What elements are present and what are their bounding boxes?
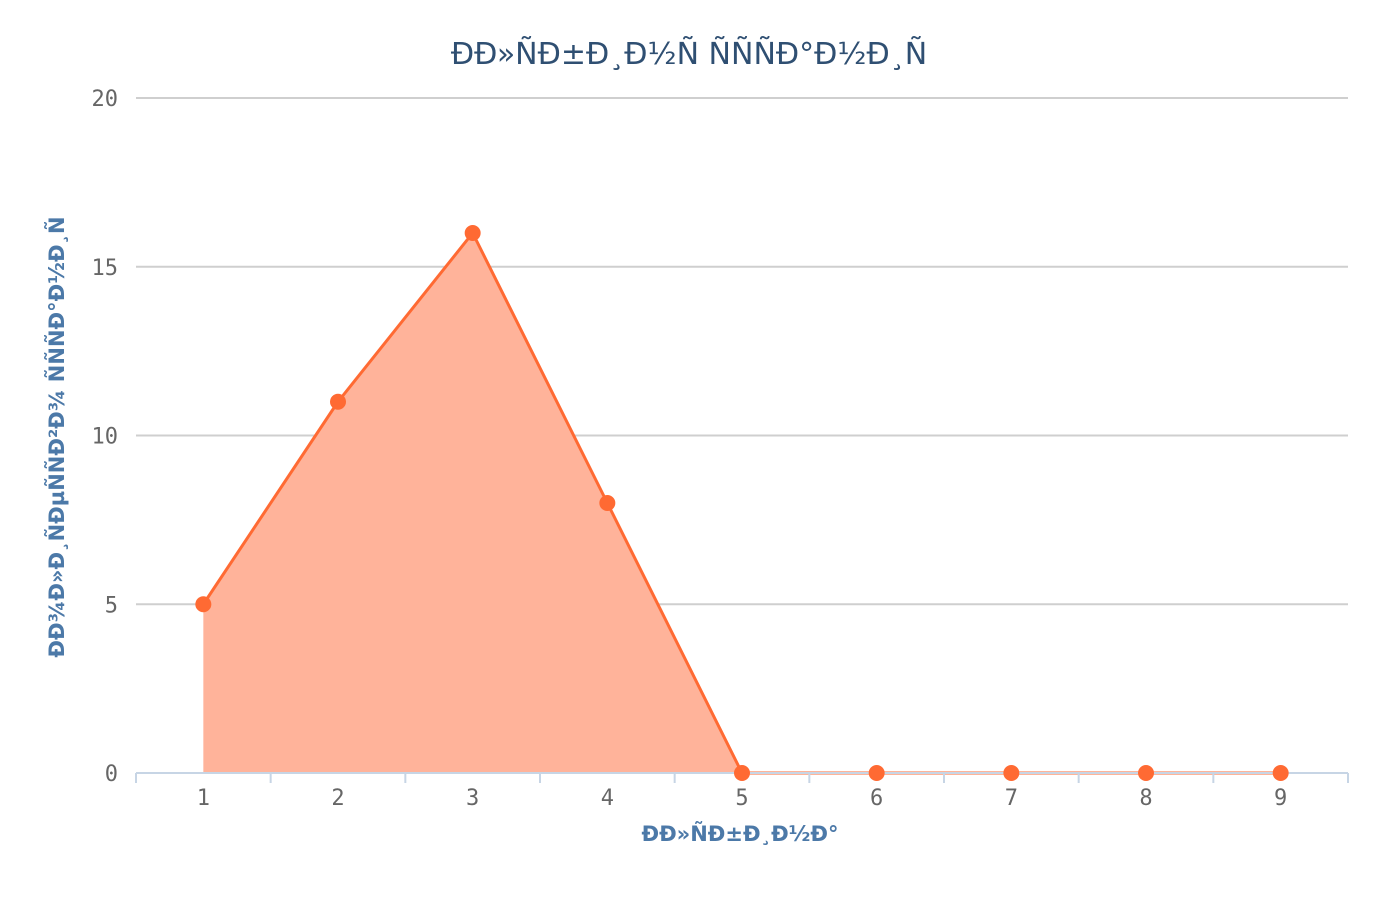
data-point[interactable] bbox=[1003, 765, 1019, 781]
x-tick-label: 7 bbox=[1005, 786, 1018, 811]
data-point[interactable] bbox=[330, 394, 346, 410]
x-axis-title: ÐÐ»ÑÐ±Ð¸Ð½Ð° bbox=[641, 821, 838, 846]
chart-title: ÐÐ»ÑÐ±Ð¸Ð½Ñ ÑÑÑÐ°Ð½Ð¸Ñ bbox=[451, 36, 927, 72]
y-tick-label: 20 bbox=[92, 87, 119, 112]
y-tick-label: 5 bbox=[105, 593, 118, 618]
x-tick-label: 8 bbox=[1139, 786, 1152, 811]
data-point[interactable] bbox=[1138, 765, 1154, 781]
x-tick-label: 3 bbox=[466, 786, 479, 811]
data-point[interactable] bbox=[195, 596, 211, 612]
x-tick-label: 6 bbox=[870, 786, 883, 811]
y-tick-label: 10 bbox=[92, 425, 119, 450]
area-fill bbox=[203, 233, 1280, 773]
data-point[interactable] bbox=[734, 765, 750, 781]
x-tick-label: 9 bbox=[1274, 786, 1287, 811]
x-tick-label: 5 bbox=[735, 786, 748, 811]
y-tick-label: 15 bbox=[92, 256, 119, 281]
data-point[interactable] bbox=[465, 225, 481, 241]
data-point[interactable] bbox=[869, 765, 885, 781]
y-axis-title: ÐÐ¾Ð»Ð¸ÑÐµÑÑÐ²Ð¾ ÑÑÑÐ°Ð½Ð¸Ñ bbox=[44, 216, 69, 657]
area-series bbox=[203, 233, 1280, 773]
data-point[interactable] bbox=[1273, 765, 1289, 781]
x-tick-label: 4 bbox=[601, 786, 614, 811]
x-tick-label: 1 bbox=[197, 786, 210, 811]
x-tick-label: 2 bbox=[331, 786, 344, 811]
data-point[interactable] bbox=[599, 495, 615, 511]
y-tick-label: 0 bbox=[105, 762, 118, 787]
